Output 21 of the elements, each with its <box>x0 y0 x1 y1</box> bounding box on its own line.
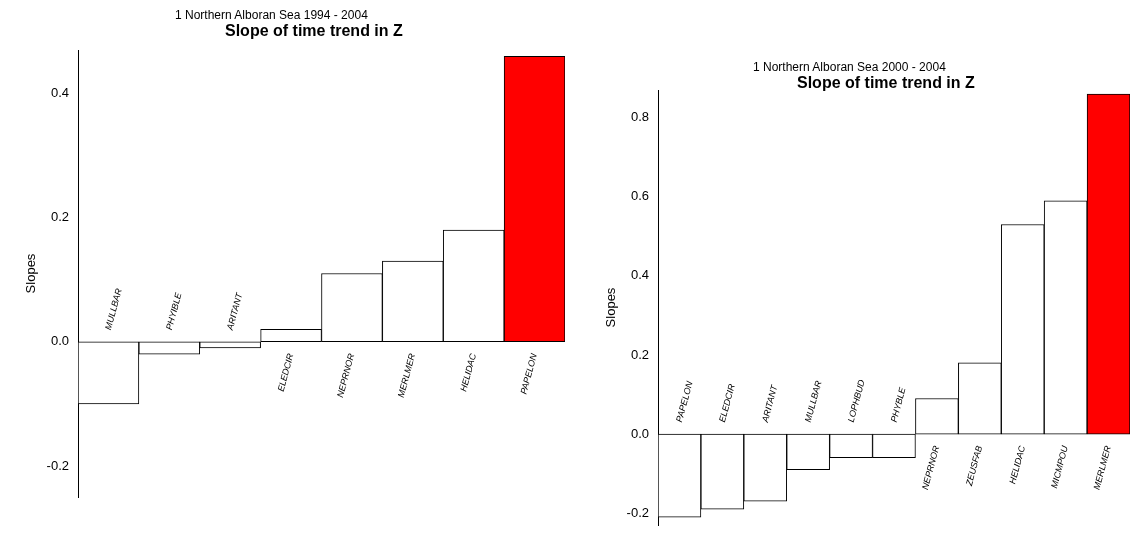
y-tick-label: 0.6 <box>630 188 649 204</box>
x-tick-label: ELEDCIR <box>275 351 296 393</box>
y-tick-label: 0.2 <box>630 346 649 362</box>
y-axis-title: Slopes <box>603 287 619 328</box>
x-tick-label: PHYBLE <box>888 385 908 424</box>
y-axis-title: Slopes <box>23 253 39 294</box>
chart-title: Slope of time trend in Z <box>797 74 975 92</box>
x-tick-label: PHYIBLE <box>164 290 184 331</box>
y-tick-label: 0.8 <box>630 109 649 125</box>
y-tick-label: -0.2 <box>46 457 69 473</box>
y-tick-label: 0.2 <box>50 209 69 225</box>
y-tick-label: 0.4 <box>630 267 649 283</box>
y-tick-label: 0.0 <box>50 333 69 349</box>
chart-subtitle: 1 Northern Alboran Sea 2000 - 2004 <box>753 60 946 74</box>
y-tick-label: 0.0 <box>630 425 649 441</box>
chart-title: Slope of time trend in Z <box>225 22 403 40</box>
x-tick-label: ARITANT <box>759 382 780 425</box>
chart-subtitle: 1 Northern Alboran Sea 1994 - 2004 <box>175 8 368 22</box>
y-tick-label: 0.4 <box>50 85 69 101</box>
y-tick-label: -0.2 <box>626 504 649 520</box>
x-tick-label: ARITANT <box>224 290 245 332</box>
